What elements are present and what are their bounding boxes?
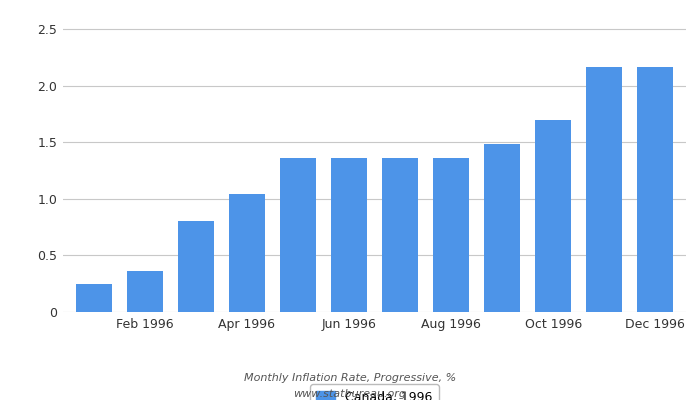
Bar (638, 68, 673, 312)
Bar (536, 120, 571, 312)
Text: www.statbureau.org: www.statbureau.org (293, 389, 407, 399)
Bar (127, 271, 162, 312)
Bar (178, 222, 214, 312)
Text: Monthly Inflation Rate, Progressive, %: Monthly Inflation Rate, Progressive, % (244, 373, 456, 383)
Bar (76, 284, 111, 312)
Bar (229, 194, 265, 312)
Bar (331, 158, 367, 312)
Bar (484, 144, 520, 312)
Bar (433, 158, 469, 312)
Bar (587, 68, 622, 312)
Bar (382, 158, 418, 312)
Legend: Canada, 1996: Canada, 1996 (310, 384, 439, 400)
Bar (280, 158, 316, 312)
